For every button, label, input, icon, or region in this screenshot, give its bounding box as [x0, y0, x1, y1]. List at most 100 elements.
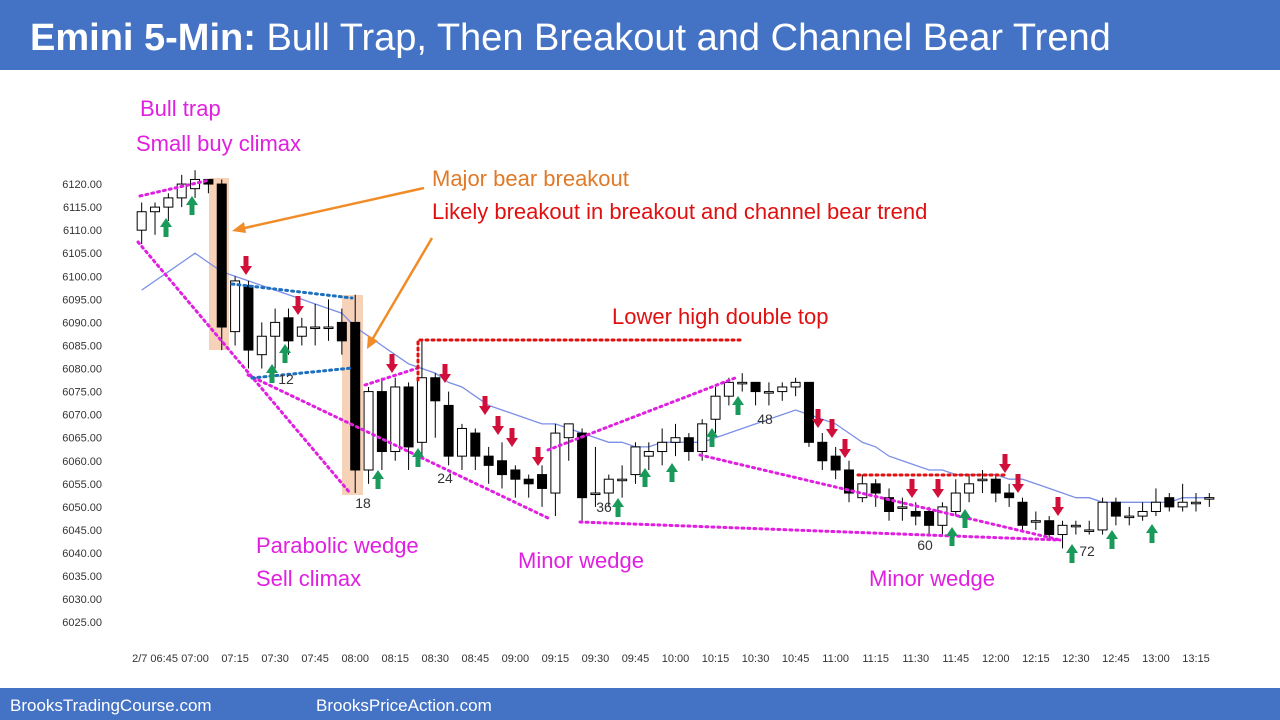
- callout-arrow: [370, 237, 434, 341]
- bar-number: 60: [917, 537, 933, 553]
- candle-body: [1044, 520, 1055, 536]
- y-tick-label: 6080.00: [62, 364, 102, 376]
- y-tick-label: 6110.00: [63, 225, 102, 237]
- x-tick-label: 12:30: [1062, 653, 1090, 665]
- sell-arrow: [439, 364, 451, 383]
- candle-body: [803, 381, 814, 443]
- y-tick-label: 6060.00: [62, 456, 102, 468]
- y-tick-label: 6045.00: [62, 525, 102, 537]
- candle-body: [523, 478, 534, 485]
- buy-arrow: [959, 509, 971, 528]
- annotation: Lower high double top: [612, 304, 829, 329]
- trendline: [546, 376, 737, 452]
- annotation: Minor wedge: [518, 548, 644, 573]
- candle-body: [136, 211, 147, 231]
- trendline: [138, 178, 212, 198]
- sell-arrow: [492, 416, 504, 435]
- y-tick-label: 6025.00: [62, 617, 102, 629]
- trendline: [136, 240, 352, 495]
- candle-body: [697, 423, 708, 453]
- y-tick-label: 6050.00: [62, 502, 102, 514]
- candle-body: [990, 478, 1001, 494]
- candle-body: [1070, 524, 1081, 528]
- candle-body: [897, 506, 908, 509]
- candle-body: [657, 441, 668, 453]
- candle-body: [977, 478, 988, 482]
- candle-body: [550, 432, 561, 494]
- candle-body: [590, 492, 601, 496]
- sell-arrow: [906, 479, 918, 498]
- candle-body: [1177, 501, 1188, 508]
- sell-arrow: [826, 419, 838, 438]
- candle-body: [416, 377, 427, 443]
- candle-body: [737, 381, 748, 385]
- y-tick-label: 6085.00: [62, 340, 102, 352]
- x-tick-label: 2/7 06:45: [132, 653, 178, 665]
- candle-body: [310, 326, 321, 330]
- y-tick-label: 6095.00: [62, 294, 102, 306]
- candle-body: [163, 197, 174, 208]
- annotation: Bull trap: [140, 96, 221, 121]
- candle-body: [750, 381, 761, 393]
- sell-arrow: [240, 256, 252, 275]
- candle-body: [1057, 524, 1068, 536]
- candle-body: [830, 455, 841, 471]
- sell-arrow: [479, 396, 491, 415]
- x-tick-label: 10:45: [782, 653, 810, 665]
- candle-body: [456, 427, 467, 457]
- x-tick-label: 08:00: [341, 653, 369, 665]
- buy-arrow: [160, 218, 172, 237]
- bar-number: 18: [355, 495, 371, 511]
- trendline: [230, 282, 354, 300]
- candle-body: [577, 432, 588, 499]
- sell-arrow: [386, 354, 398, 373]
- x-tick-label: 12:15: [1022, 653, 1050, 665]
- sell-arrow: [292, 296, 304, 315]
- y-tick-label: 6115.00: [63, 202, 102, 214]
- candle-body: [483, 455, 494, 466]
- candle-body: [176, 183, 187, 199]
- annotation: Small buy climax: [136, 131, 301, 156]
- candle-body: [243, 285, 254, 351]
- x-tick-label: 11:45: [942, 653, 969, 665]
- y-tick-label: 6040.00: [62, 548, 102, 560]
- candle-body: [363, 391, 374, 471]
- trendline: [578, 520, 1062, 542]
- candle-body: [1137, 510, 1148, 517]
- candle-body: [884, 497, 895, 512]
- y-tick-label: 6070.00: [62, 410, 102, 422]
- footer-left: BrooksTradingCourse.com: [10, 696, 212, 715]
- candle-body: [470, 432, 481, 457]
- trendline: [250, 366, 354, 380]
- candle-body: [350, 321, 361, 471]
- candle-body: [390, 386, 401, 453]
- buy-arrow: [1146, 524, 1158, 543]
- candle-body: [1150, 501, 1161, 512]
- x-tick-label: 13:00: [1142, 653, 1170, 665]
- x-tick-label: 08:45: [462, 653, 490, 665]
- candle-body: [910, 510, 921, 517]
- candle-body: [777, 386, 788, 393]
- y-tick-label: 6065.00: [62, 433, 102, 445]
- x-tick-label: 12:45: [1102, 653, 1130, 665]
- annotation: Parabolic wedge: [256, 533, 419, 558]
- sell-arrow: [839, 439, 851, 458]
- x-tick-label: 11:00: [822, 653, 849, 665]
- candle-body: [430, 377, 441, 402]
- buy-arrow: [612, 498, 624, 517]
- candle-body: [1097, 501, 1108, 531]
- candle-body: [1004, 492, 1015, 499]
- buy-arrow: [266, 364, 278, 383]
- annotation: Sell climax: [256, 566, 361, 591]
- x-tick-label: 07:45: [301, 653, 329, 665]
- title-rest: Bull Trap, Then Breakout and Channel Bea…: [266, 17, 1110, 59]
- sell-arrow: [506, 428, 518, 447]
- title: Emini 5-Min: Bull Trap, Then Breakout an…: [30, 17, 1111, 59]
- arrow-head: [232, 222, 246, 233]
- x-tick-label: 11:30: [902, 653, 929, 665]
- candle-body: [924, 510, 935, 526]
- candle-body: [843, 469, 854, 494]
- candle-body: [763, 391, 774, 394]
